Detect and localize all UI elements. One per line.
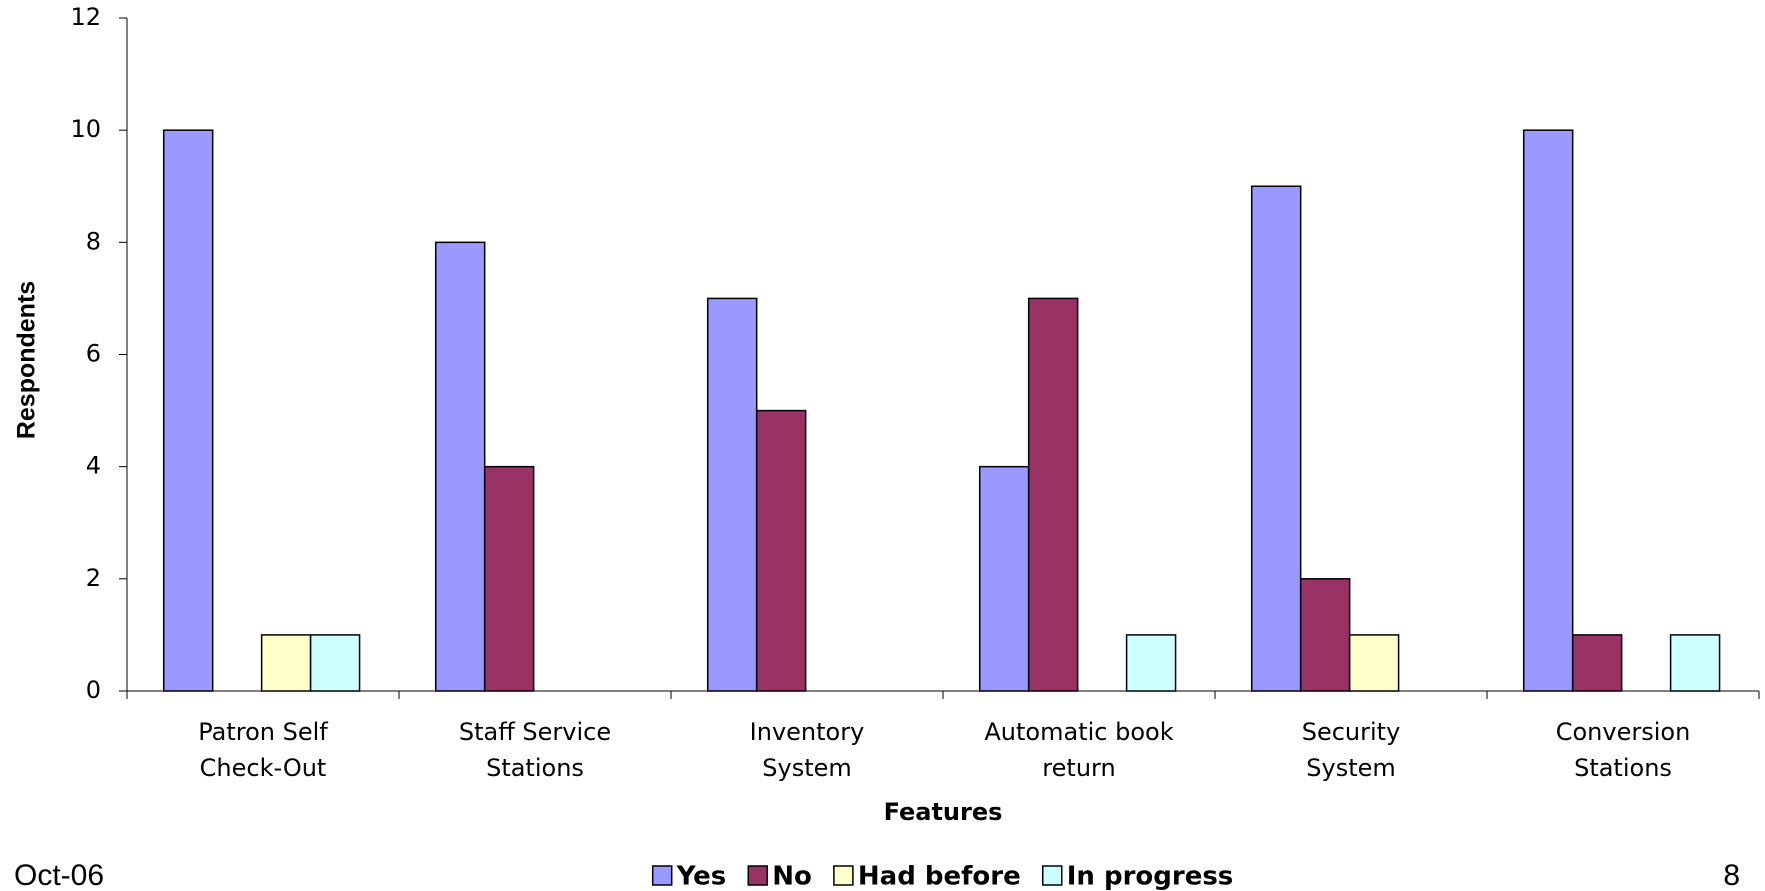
x-tick-label: Conversion Stations	[1556, 718, 1691, 782]
bar	[483, 465, 535, 692]
x-tick-label-line: Stations	[1574, 754, 1672, 782]
x-tick-label: Patron Self Check-Out	[198, 718, 328, 782]
legend-label: Yes	[676, 862, 727, 891]
y-tick-label: 8	[86, 227, 101, 255]
y-tick-label: 12	[70, 3, 101, 31]
bar	[260, 634, 312, 692]
x-tick-label: Security System	[1302, 718, 1401, 782]
x-tick-label: Staff Service Stations	[459, 718, 611, 782]
footer-date: Oct-06	[14, 859, 104, 891]
x-tick-label-line: Security	[1302, 718, 1401, 746]
legend-label: In progress	[1067, 862, 1234, 891]
y-tick-label: 2	[86, 564, 101, 592]
y-tick-label: 10	[70, 115, 101, 143]
x-tick-label-line: Patron Self	[198, 718, 328, 746]
legend: Yes No Had before In progress	[651, 862, 1234, 891]
bar	[1299, 578, 1351, 692]
y-axis-title: Respondents	[13, 281, 41, 439]
y-tick-label: 4	[86, 452, 101, 480]
x-tick-label-line: return	[1042, 754, 1115, 782]
bar	[755, 409, 807, 692]
bar	[1522, 129, 1574, 692]
x-tick-label-line: System	[762, 754, 852, 782]
x-tick-label: Inventory System	[750, 718, 865, 782]
bar	[1348, 634, 1400, 692]
bar	[978, 465, 1030, 692]
y-tick-label: 0	[86, 676, 101, 704]
x-tick-label: Automatic book return	[984, 718, 1173, 782]
legend-swatch	[651, 865, 673, 886]
legend-swatch	[747, 865, 769, 886]
x-axis-title: Features	[884, 798, 1003, 826]
bar	[1125, 634, 1177, 692]
bar	[1027, 297, 1079, 692]
y-tick-label: 6	[86, 340, 101, 368]
legend-swatch	[1041, 865, 1063, 886]
x-tick-label-line: Staff Service	[459, 718, 611, 746]
x-tick-label-line: Conversion	[1556, 718, 1691, 746]
legend-swatch	[833, 865, 854, 886]
bar	[162, 129, 214, 692]
x-tick-label-line: Inventory	[750, 718, 865, 746]
x-tick-label-line: Stations	[486, 754, 584, 782]
legend-label: No	[772, 862, 812, 891]
x-tick-label-line: Automatic book	[984, 718, 1173, 746]
x-tick-label-line: Check-Out	[200, 754, 327, 782]
legend-label: Had before	[858, 862, 1021, 891]
x-tick-label-line: System	[1306, 754, 1396, 782]
bar	[1250, 185, 1302, 692]
bar	[1669, 634, 1721, 692]
footer-page: 8	[1723, 859, 1740, 891]
bar	[434, 241, 486, 692]
bar	[706, 297, 758, 692]
bar	[1571, 634, 1623, 692]
bar	[309, 634, 361, 692]
